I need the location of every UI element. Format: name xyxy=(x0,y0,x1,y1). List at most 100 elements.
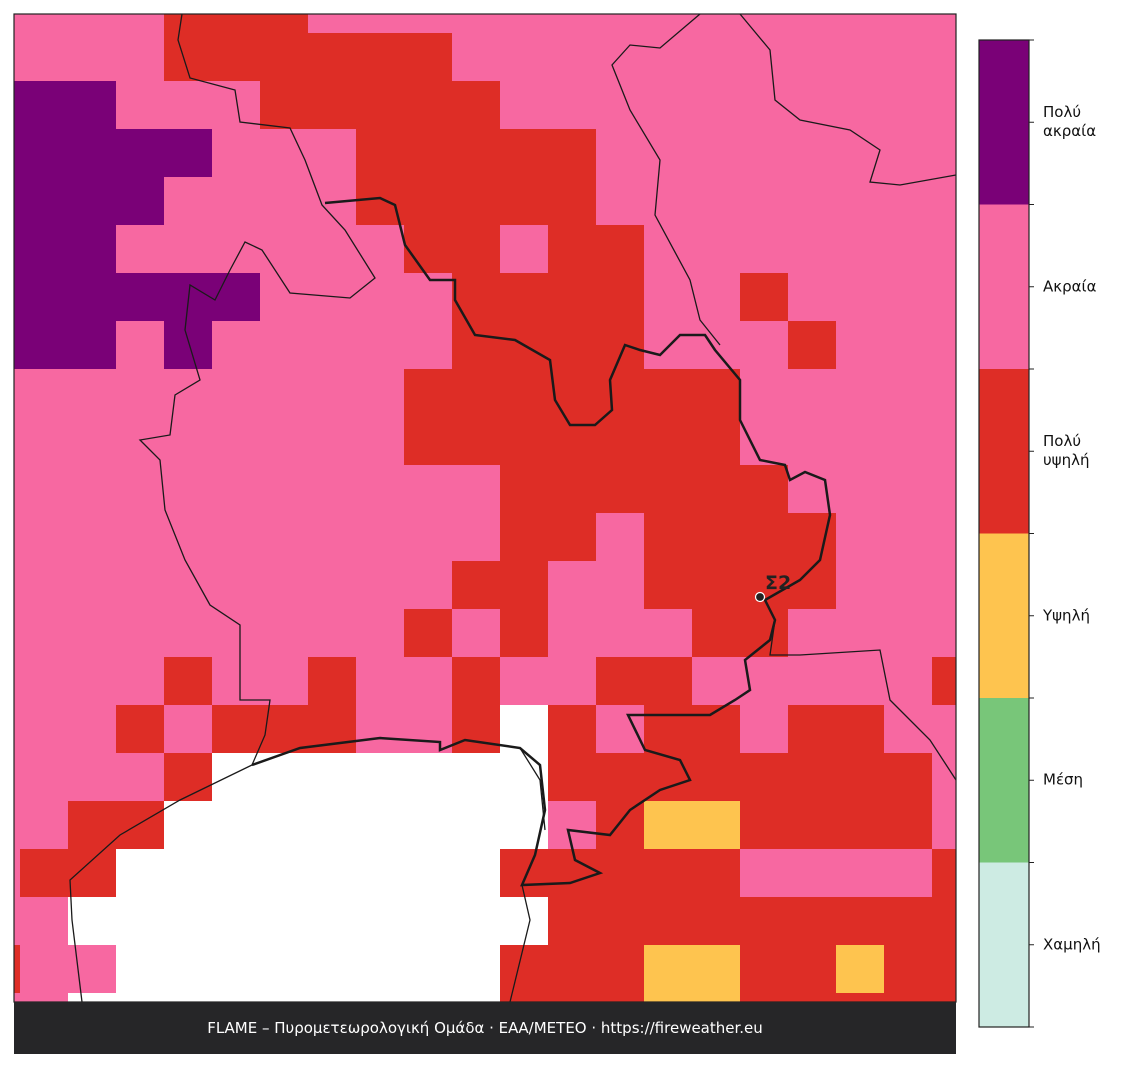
grid-cell xyxy=(884,801,933,850)
grid-cell xyxy=(836,561,885,610)
grid-cell xyxy=(548,369,597,418)
grid-cell xyxy=(260,609,309,658)
grid-cell xyxy=(116,225,165,274)
grid-cell xyxy=(644,465,693,514)
grid-cell xyxy=(356,129,405,178)
grid-cell xyxy=(68,945,117,994)
grid-cell xyxy=(788,369,837,418)
grid-cell xyxy=(740,81,789,130)
grid-cell xyxy=(260,81,309,130)
grid-cell xyxy=(692,897,741,946)
grid-cell xyxy=(68,14,117,34)
grid-cell xyxy=(596,33,645,82)
grid-cell xyxy=(356,657,405,706)
grid-cell xyxy=(20,993,69,1002)
grid-cell xyxy=(116,273,165,322)
grid-cell xyxy=(212,945,261,994)
grid-cell xyxy=(452,417,501,466)
grid-cell xyxy=(740,14,789,34)
grid-cell xyxy=(308,801,357,850)
grid-cell xyxy=(500,33,549,82)
grid-cell xyxy=(740,321,789,370)
grid-cell xyxy=(20,129,69,178)
grid-cell xyxy=(14,657,21,706)
grid-cell xyxy=(20,705,69,754)
grid-cell xyxy=(212,897,261,946)
grid-cell xyxy=(404,417,453,466)
grid-cell xyxy=(164,465,213,514)
grid-cell xyxy=(884,945,933,994)
grid-cell xyxy=(500,465,549,514)
grid-cell xyxy=(68,657,117,706)
grid-cell xyxy=(836,14,885,34)
grid-cell xyxy=(68,561,117,610)
grid-cell xyxy=(20,753,69,802)
grid-cell xyxy=(116,417,165,466)
grid-cell xyxy=(884,129,933,178)
grid-cell xyxy=(356,801,405,850)
grid-cell xyxy=(692,14,741,34)
grid-cell xyxy=(116,177,165,226)
colorbar-label: Πολύ υψηλή xyxy=(1043,432,1090,470)
grid-cell xyxy=(260,465,309,514)
grid-cell xyxy=(68,849,117,898)
grid-cell xyxy=(452,657,501,706)
grid-cell xyxy=(836,33,885,82)
grid-cell xyxy=(404,513,453,562)
grid-cell xyxy=(14,561,21,610)
grid-cell xyxy=(596,369,645,418)
grid-cell xyxy=(116,513,165,562)
grid-cell xyxy=(452,801,501,850)
grid-cell xyxy=(548,14,597,34)
grid-cell xyxy=(884,465,933,514)
grid-cell xyxy=(68,177,117,226)
grid-cell xyxy=(260,945,309,994)
grid-cell xyxy=(596,609,645,658)
grid-cell xyxy=(68,321,117,370)
grid-cell xyxy=(836,417,885,466)
grid-cell xyxy=(404,993,453,1002)
grid-cell xyxy=(740,225,789,274)
grid-cell xyxy=(500,81,549,130)
grid-cell xyxy=(740,369,789,418)
grid-cell xyxy=(788,897,837,946)
grid-cell xyxy=(644,561,693,610)
grid-cell xyxy=(452,849,501,898)
grid-cell xyxy=(356,33,405,82)
grid-cell xyxy=(404,321,453,370)
grid-cell xyxy=(20,321,69,370)
grid-cell xyxy=(740,945,789,994)
grid-cell xyxy=(932,705,956,754)
grid-cell xyxy=(596,513,645,562)
grid-cell xyxy=(212,417,261,466)
grid-cell xyxy=(308,321,357,370)
grid-cell xyxy=(260,417,309,466)
grid-cell xyxy=(20,561,69,610)
grid-cell xyxy=(14,753,21,802)
grid-cell xyxy=(452,513,501,562)
grid-cell xyxy=(596,945,645,994)
grid-cell xyxy=(116,897,165,946)
grid-cell xyxy=(14,897,21,946)
grid-cell xyxy=(164,657,213,706)
grid-cell xyxy=(14,801,21,850)
grid-cell xyxy=(932,897,956,946)
grid-cell xyxy=(212,14,261,34)
grid-cell xyxy=(20,225,69,274)
grid-cell xyxy=(116,81,165,130)
grid-cell xyxy=(788,945,837,994)
grid-cell xyxy=(596,705,645,754)
grid-cell xyxy=(644,14,693,34)
grid-cell xyxy=(356,465,405,514)
grid-cell xyxy=(692,657,741,706)
grid-cell xyxy=(404,753,453,802)
grid-cell xyxy=(740,513,789,562)
grid-cell xyxy=(404,369,453,418)
grid-cell xyxy=(836,897,885,946)
grid-cell xyxy=(68,81,117,130)
grid-cell xyxy=(548,561,597,610)
grid-cell xyxy=(740,273,789,322)
grid-cell xyxy=(836,225,885,274)
grid-cell xyxy=(116,14,165,34)
